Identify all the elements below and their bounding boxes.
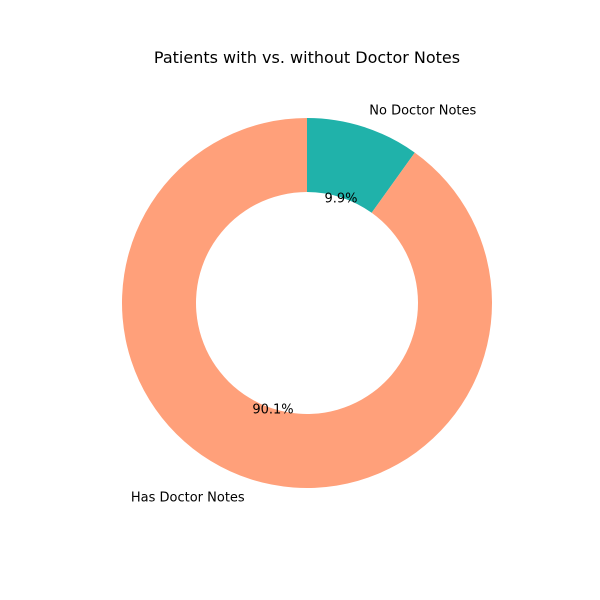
- category-label: Has Doctor Notes: [131, 491, 245, 506]
- slice-has-doctor-notes: [121, 118, 492, 488]
- slices-group: [121, 118, 492, 488]
- chart-title: Patients with vs. without Doctor Notes: [154, 48, 460, 67]
- labels-group: No Doctor Notes 9.9% Has Doctor Notes 90.1%: [131, 103, 477, 505]
- slice-no-doctor-notes: [307, 118, 415, 213]
- category-label: No Doctor Notes: [369, 103, 476, 118]
- percent-label: 90.1%: [252, 403, 293, 418]
- percent-label: 9.9%: [324, 191, 357, 206]
